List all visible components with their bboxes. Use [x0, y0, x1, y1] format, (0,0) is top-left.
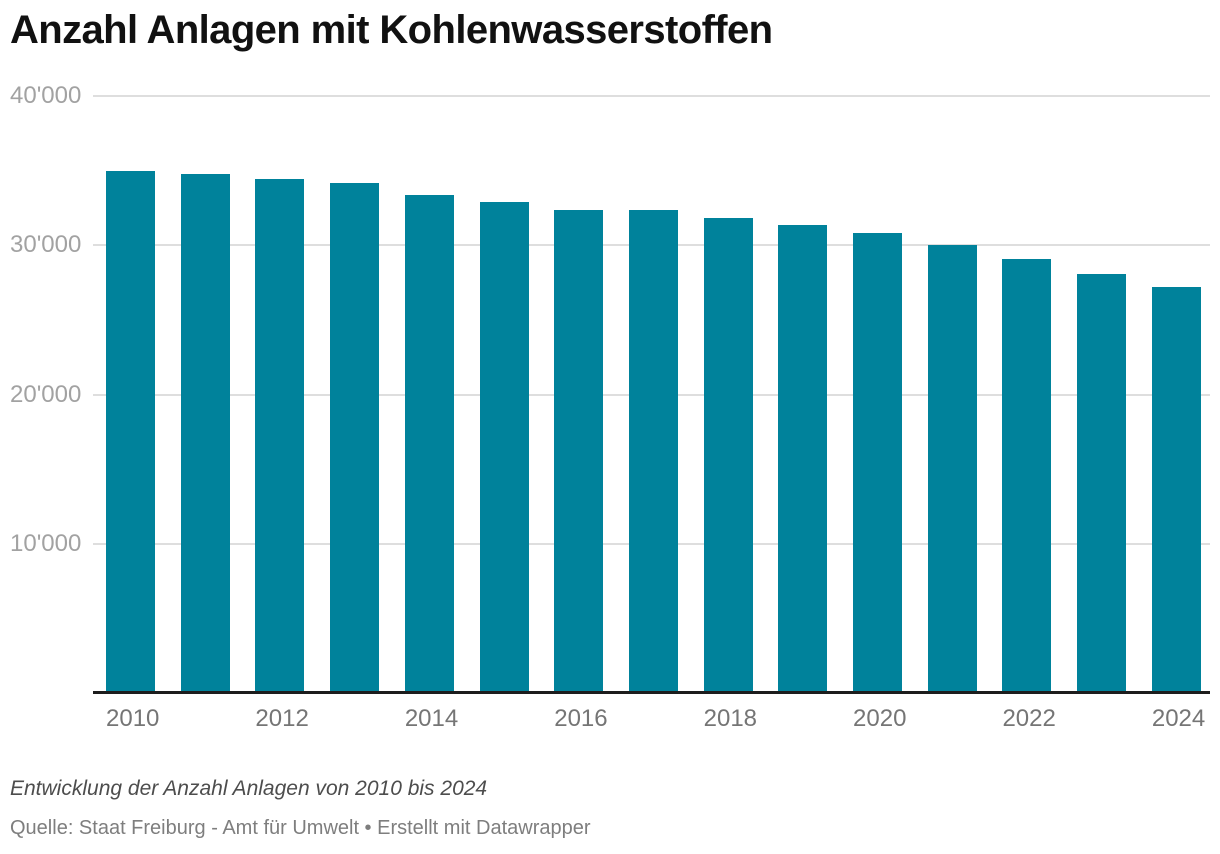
bar-2023[interactable] — [1077, 274, 1127, 693]
x-tick-label-2018: 2018 — [703, 705, 758, 732]
x-tick-spacer-2021 — [928, 705, 977, 733]
bar-2017[interactable] — [628, 210, 678, 693]
bar-2016[interactable] — [554, 210, 604, 693]
x-tick-spacer-2023 — [1077, 705, 1126, 733]
x-tick-spacer-2017 — [629, 705, 678, 733]
plot-area: 10'000 20'000 30'000 40'000 — [10, 82, 1210, 694]
bar-2013[interactable] — [330, 183, 380, 693]
chart-source: Quelle: Staat Freiburg - Amt für Umwelt … — [10, 817, 591, 839]
bars-layer — [106, 96, 1201, 693]
x-tick-label-2016: 2016 — [554, 705, 608, 732]
bar-2014[interactable] — [404, 194, 454, 693]
x-tick-label-2012: 2012 — [255, 705, 309, 732]
x-tick-spacer-2019 — [778, 705, 827, 733]
x-tick-label-2010: 2010 — [106, 705, 160, 732]
x-tick-label-2020: 2020 — [853, 705, 907, 732]
chart-notes: Entwicklung der Anzahl Anlagen von 2010 … — [10, 777, 488, 800]
gridline-40000: 40'000 — [10, 82, 1210, 109]
bar-2020[interactable] — [853, 232, 903, 693]
y-tick-label-40000: 40'000 — [10, 82, 82, 109]
x-tick-label-2022: 2022 — [1002, 705, 1056, 732]
bar-2018[interactable] — [703, 218, 753, 693]
bar-2015[interactable] — [479, 201, 529, 693]
bar-2010[interactable] — [106, 170, 155, 693]
x-tick-label-2014: 2014 — [404, 705, 459, 732]
x-tick-spacer-2013 — [330, 705, 379, 733]
bar-2012[interactable] — [255, 178, 305, 693]
y-tick-label-20000: 20'000 — [10, 380, 82, 408]
chart-title: Anzahl Anlagen mit Kohlenwasserstoffen — [10, 8, 773, 52]
x-tick-spacer-2011 — [181, 705, 230, 733]
x-tick-spacer-2015 — [480, 705, 529, 733]
bar-2011[interactable] — [180, 173, 230, 693]
x-axis-line — [93, 691, 1210, 694]
bar-2022[interactable] — [1002, 258, 1052, 693]
bar-2019[interactable] — [778, 225, 828, 693]
y-tick-label-30000: 30'000 — [10, 231, 82, 259]
y-tick-label-10000: 10'000 — [10, 529, 82, 557]
bar-2021[interactable] — [927, 245, 977, 693]
x-tick-label-2024: 2024 — [1151, 705, 1206, 732]
x-axis-labels: 2010 2012 2014 2016 2018 2020 2022 2024 — [106, 705, 1206, 733]
bar-2024[interactable] — [1151, 287, 1201, 693]
